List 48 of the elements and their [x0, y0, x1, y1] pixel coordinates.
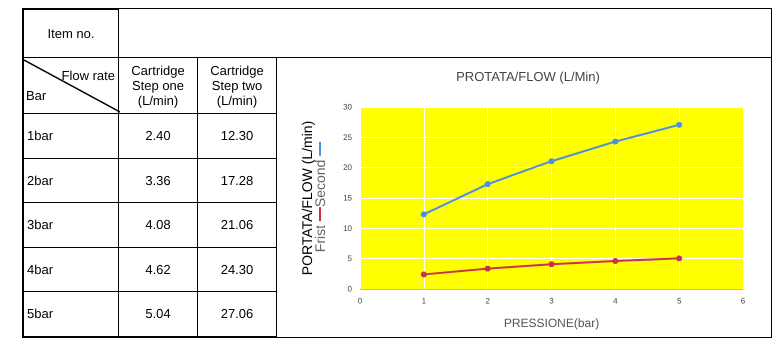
x-tick-label: 2: [485, 296, 490, 306]
text: 2bar: [24, 158, 118, 202]
y-tick-label: 20: [343, 163, 353, 172]
text: 4bar: [24, 247, 118, 292]
text: 17.28: [198, 158, 276, 202]
text: Flow rate: [62, 68, 115, 83]
y-tick-label: 30: [343, 102, 353, 112]
x-tick-label: 3: [549, 296, 554, 306]
legend-label: Frist: [312, 221, 328, 252]
text: 27.06: [198, 292, 276, 336]
x-axis-title: PRESSIONE(bar): [504, 316, 600, 330]
y-tick-label: 25: [343, 132, 353, 142]
point: [676, 255, 682, 262]
text: 3bar: [24, 202, 118, 247]
x-tick-label: 0: [358, 296, 363, 306]
x-tick-label: 6: [740, 296, 746, 306]
y-axis-title: PORTATA/FLOW (L/min): [299, 120, 315, 276]
point: [676, 122, 682, 128]
point: [420, 211, 427, 218]
text: Cartridge Step one (L/min): [118, 58, 198, 114]
text: 4.62: [118, 247, 198, 292]
chart-title: PROTATA/FLOW (L/Min): [456, 69, 600, 84]
text: Item no.: [24, 10, 118, 58]
text: Cartridge Step two (L/min): [198, 58, 276, 114]
text: 5.04: [118, 292, 198, 336]
point: [548, 158, 554, 164]
point: [612, 138, 618, 145]
point: [484, 181, 491, 188]
text: 3.36: [118, 158, 198, 202]
x-tick-label: 1: [422, 296, 427, 306]
text: 1bar: [24, 114, 118, 158]
text: 12.30: [198, 114, 276, 158]
text: 2.40: [118, 114, 198, 158]
x-tick-label: 4: [613, 296, 618, 306]
point: [548, 261, 554, 268]
text: 5bar: [24, 292, 118, 336]
text: 21.06: [198, 202, 276, 247]
x-tick-label: 5: [676, 296, 682, 306]
text: 4.08: [118, 202, 198, 247]
text: Bar: [26, 88, 46, 103]
point: [612, 258, 618, 264]
y-tick-label: 5: [348, 254, 353, 264]
y-tick-label: 0: [348, 284, 353, 294]
point: [420, 271, 427, 278]
y-tick-label: 15: [343, 194, 353, 202]
point: [484, 266, 491, 272]
y-tick-label: 10: [343, 224, 353, 233]
text: 24.30: [198, 247, 276, 292]
